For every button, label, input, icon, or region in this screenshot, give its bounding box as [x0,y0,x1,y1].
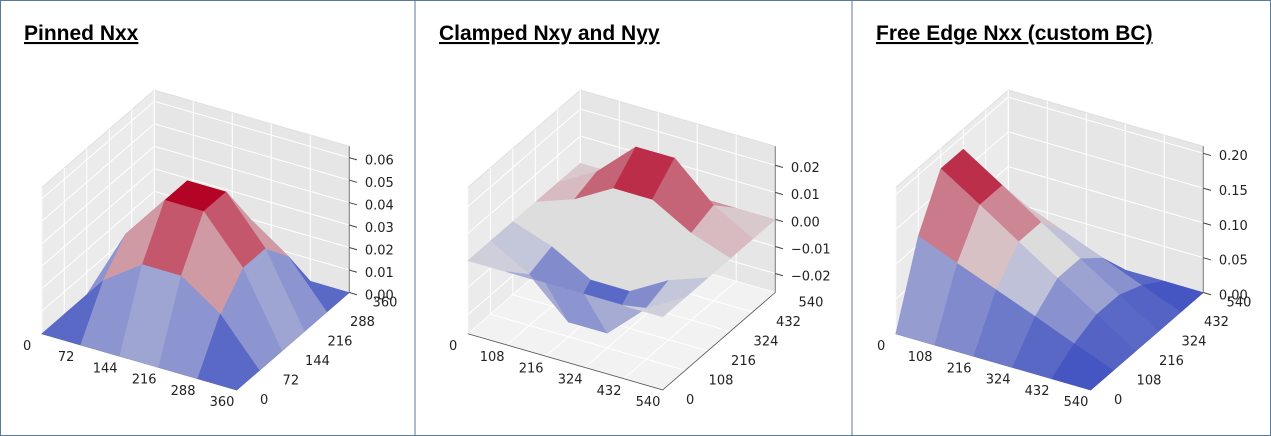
panel-title: Pinned Nxx [24,22,139,45]
x-tick-label: 144 [93,361,118,376]
surface-patch [1051,343,1114,391]
tick-mark [775,191,784,196]
tick-mark [349,157,358,161]
tick-mark [349,179,358,183]
y-tick-label: 540 [1227,296,1252,311]
x-tick-label: 216 [132,373,157,388]
y-tick-label: 216 [731,354,756,369]
x-tick-label: 432 [597,384,622,399]
grid-line [512,148,708,352]
y-tick-label: 144 [305,354,330,369]
grid-line [41,123,350,222]
z-tick-label: 0.02 [791,161,820,176]
y-tick-label: 72 [283,374,300,389]
y-tick-label: 0 [260,393,268,408]
x-tick-label: 216 [947,361,972,376]
z-tick-label: 0.05 [365,176,394,191]
x-tick-label: 324 [558,373,583,388]
tick-mark [1203,152,1212,157]
z-tick-label: 0.05 [1219,254,1248,269]
y-tick-label: 108 [709,374,734,389]
z-tick-label: 0.01 [791,188,820,203]
x-tick-label: 108 [908,350,933,365]
z-tick-label: 0.20 [1219,149,1248,164]
z-tick-label: 0.15 [1219,184,1248,199]
surface-patch [197,313,260,391]
x-tick-label: 360 [210,395,235,410]
x-tick-label: 324 [986,373,1011,388]
grid-line [467,135,776,234]
x-tick-label: 0 [877,339,885,354]
tick-mark [349,247,358,251]
x-tick-label: 540 [636,395,661,410]
grid-line [895,96,1204,195]
x-tick-label: 0 [449,339,457,354]
tick-mark [349,292,358,296]
z-tick-label: 0.04 [365,198,394,213]
y-tick-label: 432 [1204,315,1229,330]
tick-mark [775,245,784,250]
y-tick-label: 324 [1182,335,1207,350]
grid-line [467,108,776,207]
y-tick-label: 432 [776,315,801,330]
panel-title: Free Edge Nxx (custom BC) [876,22,1153,45]
tick-mark [775,218,784,223]
z-tick-label: 0.00 [791,215,820,230]
z-tick-label: −0.02 [791,269,831,284]
y-tick-label: 0 [686,393,694,408]
panel: Clamped Nxy and Nyy 0 108 216 324 432 540 0 108 2… [439,22,831,410]
tick-mark [349,269,358,273]
tick-mark [349,202,358,206]
y-tick-label: 324 [754,335,779,350]
grid-line [41,100,350,200]
z-tick-label: 0.10 [1219,219,1248,234]
x-tick-label: 108 [480,350,505,365]
panel: Pinned Nxx 0 72 144 216 288 360 0 72 144 216 288 360… [23,22,397,410]
x-tick-label: 432 [1025,384,1050,399]
y-tick-label: 360 [373,296,398,311]
grid-line [41,190,350,290]
z-tick-label: 0.00 [1219,288,1248,303]
z-tick-label: −0.01 [791,242,831,257]
x-tick-label: 540 [1064,395,1089,410]
tick-mark [775,273,784,277]
tick-mark [775,164,784,169]
grid-line [41,168,350,267]
tick-mark [1203,292,1212,296]
x-tick-label: 216 [519,361,544,376]
z-tick-label: 0.00 [365,288,394,303]
y-tick-label: 0 [1114,393,1122,408]
panel-title: Clamped Nxy and Nyy [439,22,660,45]
y-tick-label: 216 [1159,354,1184,369]
surface-patch [623,297,686,318]
panel: Free Edge Nxx (custom BC) 0 108 216 324 432 54… [876,22,1251,410]
y-tick-label: 288 [350,315,375,330]
tick-mark [1203,222,1212,226]
z-tick-label: 0.01 [365,266,394,281]
z-tick-label: 0.03 [365,221,394,236]
y-tick-label: 540 [799,296,824,311]
tick-mark [1203,257,1212,261]
grid-line [489,168,686,371]
z-tick-label: 0.06 [365,153,394,168]
y-tick-label: 108 [1137,374,1162,389]
tick-mark [1203,187,1212,191]
tick-mark [349,224,358,228]
z-tick-label: 0.02 [365,243,394,258]
x-tick-label: 288 [171,384,196,399]
x-tick-label: 0 [23,339,31,354]
x-tick-label: 72 [58,350,75,365]
grid-line [41,145,350,245]
y-tick-label: 216 [328,335,353,350]
